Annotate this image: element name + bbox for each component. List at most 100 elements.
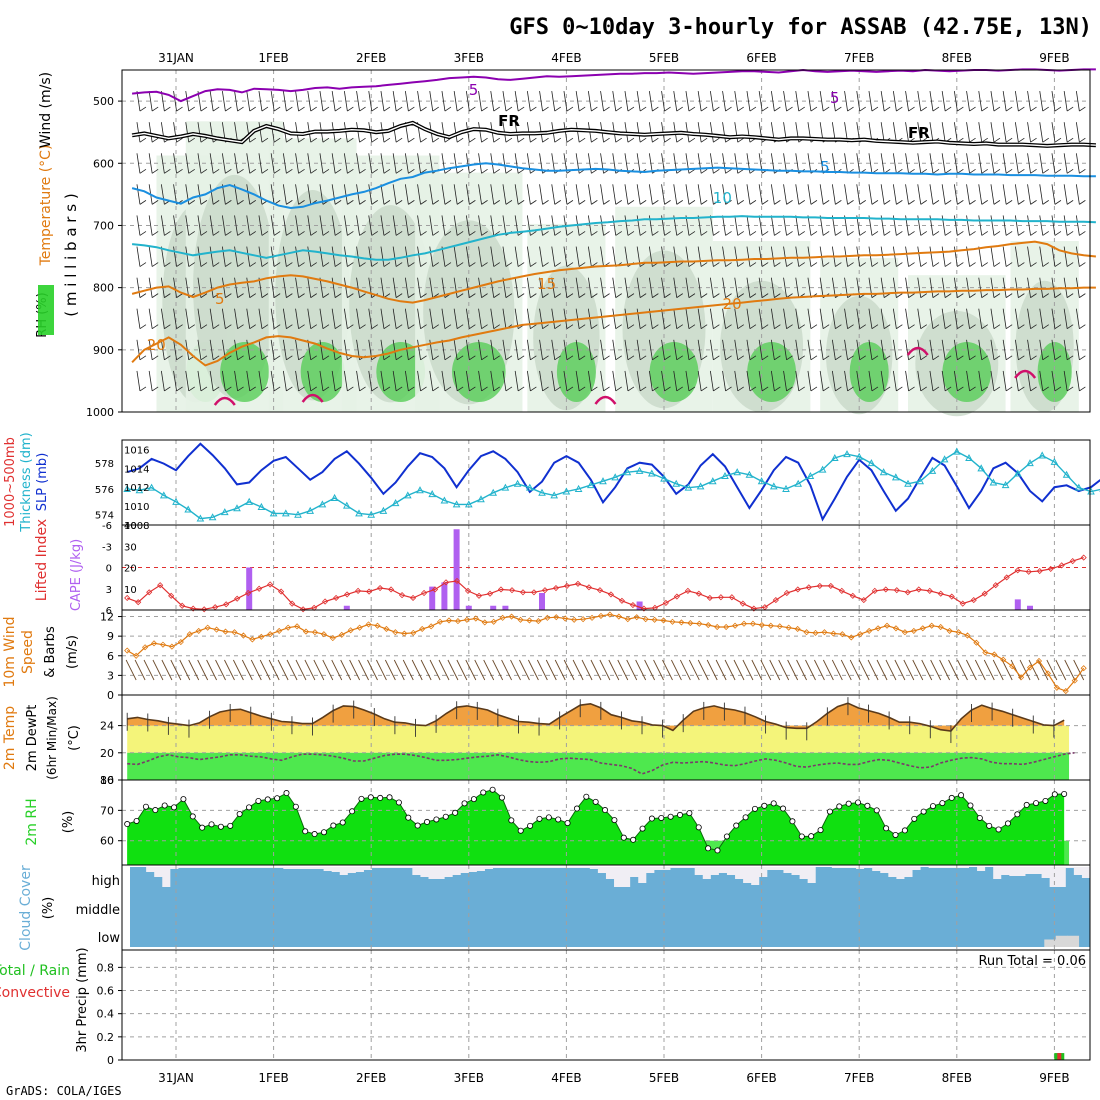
cloud-high-bar xyxy=(831,868,841,887)
wind-barb-flag xyxy=(408,262,415,267)
lifted-index-marker xyxy=(464,587,472,594)
wind-barb-flag xyxy=(688,106,696,112)
rh-marker xyxy=(573,805,580,812)
wind-barb-flag xyxy=(347,168,354,174)
wind-barb-staff xyxy=(246,339,251,360)
wind-barb-flag xyxy=(859,106,866,112)
wind-barb-staff xyxy=(1014,339,1019,360)
wind-barb-staff xyxy=(600,184,604,205)
wind-barb-flag xyxy=(456,106,464,112)
rh-marker xyxy=(377,794,384,801)
cloud-high-gap xyxy=(928,867,938,868)
wind-barb-staff xyxy=(612,215,617,236)
wind-barb-flag xyxy=(896,386,903,392)
wind-barb-flag xyxy=(456,386,464,392)
thickness-marker xyxy=(403,491,412,499)
wind-barb-flag xyxy=(957,262,964,267)
wind-barb-staff xyxy=(905,153,909,174)
wind-barb-staff xyxy=(1002,277,1007,298)
slp-line xyxy=(126,442,1100,522)
wind-speed-marker xyxy=(901,629,908,636)
wind-barb-flag xyxy=(688,231,696,236)
cloud-high-bar xyxy=(259,868,268,887)
wind-barb-staff xyxy=(807,339,812,360)
wind-barb-staff xyxy=(392,308,397,329)
wind-barb-staff xyxy=(917,277,922,298)
wind-barb-staff xyxy=(136,277,141,298)
wind-barb-flag xyxy=(310,324,317,330)
cape-ylabel-li: Lifted Index xyxy=(34,519,50,601)
wind-barb-flag xyxy=(920,386,927,392)
wind-barb-staff xyxy=(453,153,458,174)
wind-barb-staff xyxy=(148,215,153,236)
wind-barb-flag xyxy=(212,106,220,112)
wind-barb-flag xyxy=(993,200,1001,205)
wind-barb-flag xyxy=(1079,168,1086,174)
wind-barb-flag xyxy=(652,200,659,205)
wind-barb-flag xyxy=(420,386,427,392)
cape-ytick-label: 40 xyxy=(124,521,137,532)
wind-barb-flag xyxy=(188,200,195,205)
temp-ylabel-c: (6hr Min/Max) xyxy=(45,696,59,780)
wind-barb-staff xyxy=(734,215,739,236)
rh-marker xyxy=(714,847,721,854)
wind-barb-flag xyxy=(798,200,805,205)
wind-barb-staff xyxy=(746,122,751,143)
wind-barb-flag xyxy=(664,293,671,298)
wind-barb-staff xyxy=(148,277,153,298)
cloud-high-bar xyxy=(775,870,784,887)
wind-barb-staff xyxy=(575,91,580,112)
rh-marker xyxy=(274,795,281,802)
wind-barb-flag xyxy=(420,137,427,143)
thickness-marker xyxy=(440,496,449,504)
wind-barb-flag xyxy=(200,386,208,392)
cloud-high-bar xyxy=(605,879,615,887)
wind-barb-staff xyxy=(1063,308,1068,329)
wind-speed-marker xyxy=(875,625,882,632)
wind-barb-flag xyxy=(822,324,830,330)
wind-barb-10m xyxy=(930,659,942,681)
wind-barb-flag xyxy=(188,168,195,174)
wind-barb-staff xyxy=(856,339,861,360)
wind-barb-10m xyxy=(286,659,298,681)
wind-frame xyxy=(121,609,1091,696)
lifted-index-marker xyxy=(783,589,790,597)
rh-marker xyxy=(517,827,524,834)
wind-barb-flag xyxy=(261,168,269,174)
wind-speed-marker xyxy=(499,614,506,621)
wind-barb-flag xyxy=(151,293,159,298)
wind-barb-staff xyxy=(343,339,348,360)
wind-barb-10m xyxy=(644,659,656,681)
wind-barb-staff xyxy=(478,308,482,329)
wind-barb-flag xyxy=(761,355,769,361)
cloud-high-bar xyxy=(702,879,712,887)
wind-barb-flag xyxy=(1042,355,1049,361)
wind-barb-staff xyxy=(990,153,995,174)
wind-barb-staff xyxy=(209,153,214,174)
thickness-marker xyxy=(696,482,705,490)
wind-barb-flag xyxy=(273,231,281,236)
wind-barb-staff xyxy=(563,184,568,205)
wind-speed-marker xyxy=(159,641,167,648)
wind-speed-marker xyxy=(392,629,399,636)
wind-barb-staff xyxy=(661,308,665,329)
wind-barb-flag xyxy=(749,293,757,298)
rh-marker xyxy=(292,803,299,810)
wind-barb-staff xyxy=(429,215,434,236)
wind-barb-staff xyxy=(1002,308,1007,329)
wind-barb-staff xyxy=(148,339,153,360)
wind-barb-flag xyxy=(920,324,927,330)
wind-barb-staff xyxy=(697,308,702,329)
wind-barb-flag xyxy=(1018,168,1025,174)
rh-marker xyxy=(152,807,159,814)
rh-marker xyxy=(761,802,768,809)
wind-speed-marker xyxy=(329,635,336,642)
wind-barb-10m xyxy=(742,659,754,681)
contour-label: 5 xyxy=(469,81,479,99)
wind-barb-10m xyxy=(161,659,173,681)
wind-barb-staff xyxy=(258,308,263,329)
wind-barb-10m xyxy=(974,659,986,681)
rh-marker xyxy=(742,814,749,821)
wind-barb-flag xyxy=(615,200,622,205)
wind-barb-flag xyxy=(517,262,525,267)
